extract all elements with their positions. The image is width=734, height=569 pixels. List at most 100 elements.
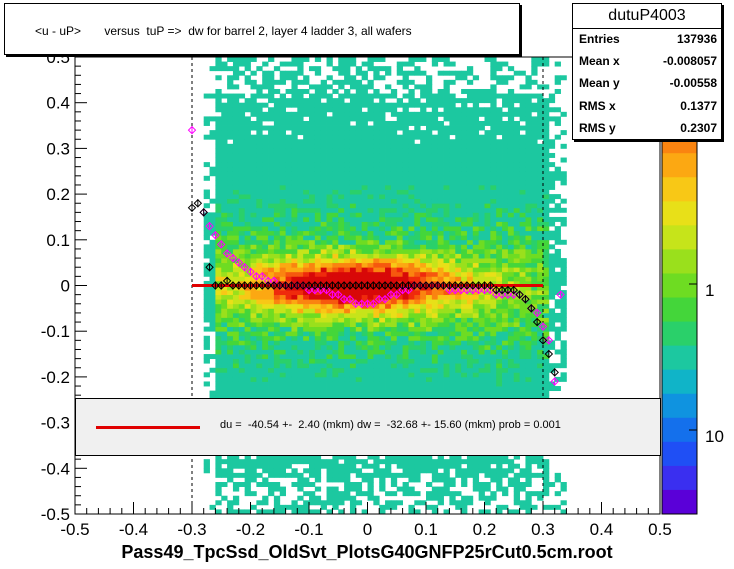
heat-cell	[273, 102, 281, 108]
heat-cell	[466, 125, 474, 131]
heat-cell	[502, 239, 509, 245]
heat-cell	[379, 335, 386, 341]
heat-cell	[349, 509, 357, 515]
heat-cell	[531, 372, 538, 378]
heat-cell	[379, 367, 386, 373]
heat-cell	[268, 116, 275, 122]
heat-cell	[490, 57, 497, 62]
heat-cell	[244, 207, 251, 213]
heat-cell	[437, 276, 444, 282]
heat-cell	[390, 472, 398, 478]
heat-cell	[203, 326, 210, 332]
heat-cell	[402, 226, 409, 232]
heat-cell	[273, 207, 281, 213]
heat-cell	[472, 262, 480, 268]
heat-cell	[268, 175, 275, 181]
heat-cell	[379, 107, 386, 113]
heat-cell	[490, 344, 497, 350]
heat-cell	[262, 276, 269, 282]
heat-cell	[414, 285, 421, 291]
heat-cell	[250, 308, 257, 314]
heat-cell	[326, 221, 333, 227]
heat-cell	[426, 294, 433, 300]
heat-cell	[279, 221, 286, 227]
heat-cell	[484, 88, 491, 94]
heat-cell	[437, 98, 444, 104]
heat-cell	[349, 162, 357, 168]
heat-cell	[215, 143, 222, 149]
heat-cell	[396, 271, 403, 277]
heat-cell	[232, 509, 240, 515]
heat-cell	[268, 344, 275, 350]
heat-cell	[262, 207, 269, 213]
heat-cell	[338, 98, 345, 104]
heat-cell	[531, 134, 538, 140]
heat-cell	[490, 317, 497, 323]
heat-cell	[396, 331, 403, 337]
heat-cell	[373, 207, 380, 213]
heat-cell	[531, 363, 538, 369]
heat-cell	[519, 157, 526, 163]
heat-cell	[408, 326, 415, 332]
heat-cell	[355, 271, 363, 277]
heat-cell	[484, 152, 491, 158]
heat-cell	[291, 262, 298, 268]
heat-cell	[426, 111, 433, 117]
heat-cell	[227, 340, 234, 346]
heat-cell	[396, 235, 403, 241]
heat-cell	[525, 294, 532, 300]
heat-cell	[472, 230, 480, 236]
heat-cell	[209, 248, 216, 254]
heat-cell	[314, 189, 322, 195]
heat-cell	[221, 235, 228, 241]
heat-cell	[215, 162, 222, 168]
heat-cell	[244, 477, 251, 483]
heat-cell	[227, 212, 234, 218]
heat-cell	[244, 372, 251, 378]
heat-cell	[507, 189, 515, 195]
heat-cell	[227, 98, 234, 104]
heat-cell	[314, 322, 322, 328]
heat-cell	[466, 276, 474, 282]
heat-cell	[531, 189, 538, 195]
heat-cell	[472, 194, 480, 200]
heat-cell	[203, 294, 210, 300]
heat-cell	[344, 244, 351, 250]
heat-cell	[414, 152, 421, 158]
heat-cell	[367, 312, 374, 318]
heat-cell	[349, 244, 357, 250]
heat-cell	[513, 230, 520, 236]
heat-cell	[414, 235, 421, 241]
heat-cell	[402, 216, 409, 222]
heat-cell	[443, 116, 450, 122]
heat-cell	[466, 344, 474, 350]
heat-cell	[273, 335, 281, 341]
heat-cell	[466, 454, 474, 460]
heat-cell	[437, 207, 444, 213]
heat-cell	[513, 280, 520, 286]
heat-cell	[466, 184, 474, 190]
heat-cell	[215, 253, 222, 259]
heat-cell	[484, 184, 491, 190]
heat-cell	[390, 175, 398, 181]
heat-cell	[244, 276, 251, 282]
heat-cell	[379, 184, 386, 190]
heat-cell	[373, 463, 380, 469]
heat-cell	[297, 125, 304, 131]
heat-cell	[338, 317, 345, 323]
heat-cell	[309, 299, 316, 305]
heat-cell	[390, 107, 398, 113]
heat-cell	[268, 454, 275, 460]
heat-cell	[326, 139, 333, 145]
heat-cell	[472, 386, 480, 392]
heat-cell	[273, 235, 281, 241]
heat-cell	[367, 134, 374, 140]
heat-cell	[379, 148, 386, 154]
heat-cell	[367, 175, 374, 181]
heat-cell	[203, 290, 210, 296]
heat-cell	[437, 285, 444, 291]
heat-cell	[314, 212, 322, 218]
heat-cell	[332, 376, 339, 382]
heat-cell	[279, 504, 286, 510]
heat-cell	[437, 93, 444, 99]
